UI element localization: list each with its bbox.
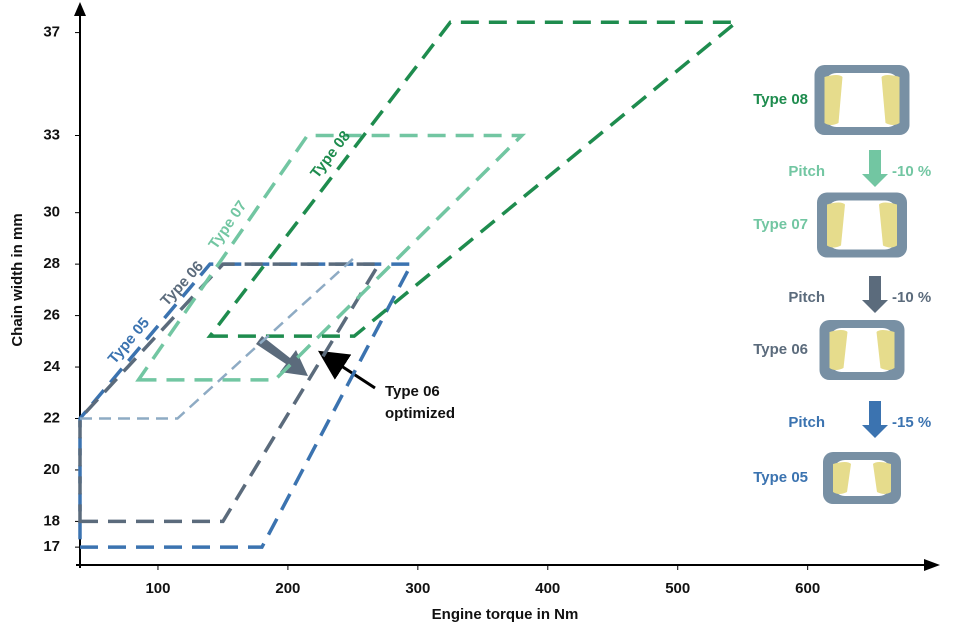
- y-axis-arrow: [74, 2, 86, 16]
- x-axis-label: Engine torque in Nm: [432, 606, 579, 623]
- y-tick-label: 20: [43, 461, 60, 478]
- chain-label: Type 07: [753, 216, 808, 233]
- y-tick-label: 30: [43, 204, 60, 221]
- x-tick-label: 200: [275, 580, 300, 597]
- y-tick-label: 37: [43, 24, 60, 41]
- step-label: Pitch: [788, 289, 825, 306]
- y-axis-label: Chain width in mm: [9, 213, 26, 346]
- chain-label: Type 06: [753, 341, 808, 358]
- chain-label: Type 05: [753, 469, 808, 486]
- step-arrow: [862, 401, 888, 438]
- y-tick-label: 33: [43, 126, 60, 143]
- x-tick-label: 300: [405, 580, 430, 597]
- y-tick-label: 24: [43, 358, 60, 375]
- chain-label: Type 08: [753, 91, 808, 108]
- y-tick-label: 28: [43, 255, 60, 272]
- x-tick-label: 100: [145, 580, 170, 597]
- chart: Engine torque in Nm Chain width in mm Ty…: [0, 0, 958, 630]
- series-label: Type 07: [205, 198, 250, 253]
- x-tick-label: 400: [535, 580, 560, 597]
- series-outline: [80, 264, 379, 521]
- x-axis-arrow: [924, 559, 940, 571]
- y-tick-label: 17: [43, 538, 60, 555]
- y-tick-label: 26: [43, 307, 60, 324]
- x-tick-label: 500: [665, 580, 690, 597]
- y-tick-label: 22: [43, 409, 60, 426]
- step-label: Pitch: [788, 414, 825, 431]
- step-arrow: [862, 276, 888, 313]
- annotation: optimized: [385, 405, 455, 422]
- x-tick-label: 600: [795, 580, 820, 597]
- step-change: -10 %: [892, 163, 931, 180]
- y-tick-label: 18: [43, 512, 60, 529]
- annotation: Type 06: [385, 383, 440, 400]
- series-outline: [210, 22, 736, 336]
- step-change: -15 %: [892, 414, 931, 431]
- step-label: Pitch: [788, 163, 825, 180]
- series-label: Type 06: [157, 258, 207, 310]
- series-outline: [80, 264, 411, 547]
- step-change: -10 %: [892, 289, 931, 306]
- step-arrow: [862, 150, 888, 187]
